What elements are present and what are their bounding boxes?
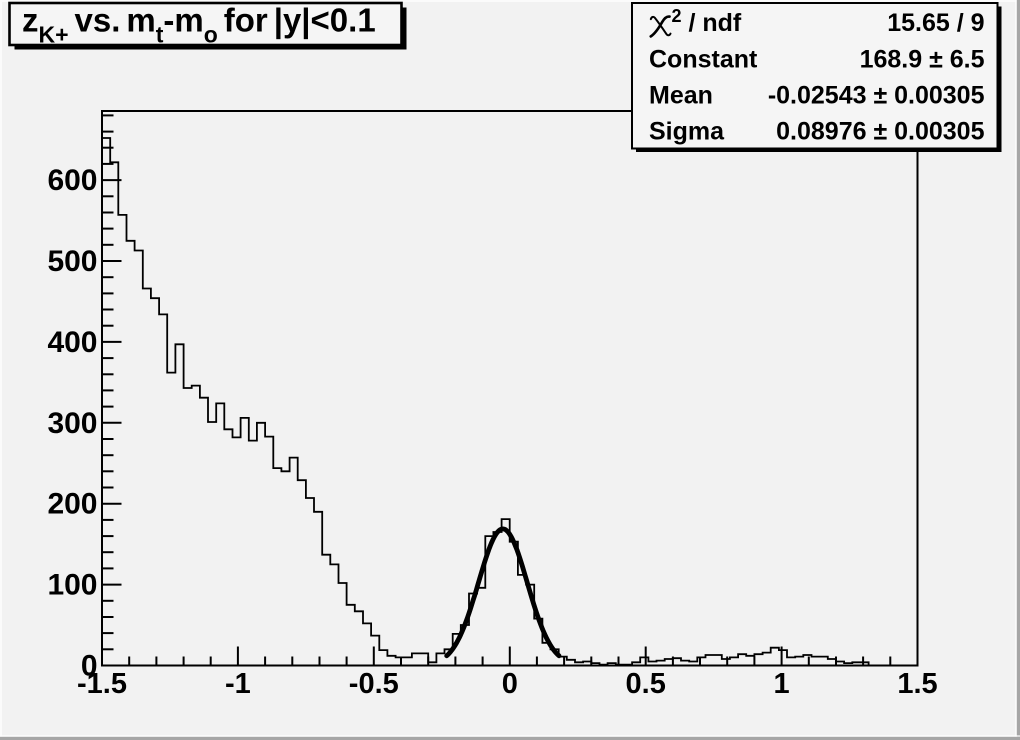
svg-text:100: 100 bbox=[47, 569, 97, 602]
svg-text:600: 600 bbox=[47, 164, 97, 197]
svg-text:1: 1 bbox=[774, 668, 790, 700]
svg-text:Mean: Mean bbox=[649, 82, 713, 110]
svg-text:400: 400 bbox=[47, 326, 97, 359]
svg-text:-1.5: -1.5 bbox=[77, 668, 127, 700]
svg-text:200: 200 bbox=[47, 488, 97, 521]
svg-text:15.65 / 9: 15.65 / 9 bbox=[887, 9, 984, 37]
svg-text:500: 500 bbox=[47, 245, 97, 278]
svg-text:2 / ndf: 2 / ndf bbox=[672, 6, 742, 37]
svg-text:-1: -1 bbox=[225, 668, 251, 700]
svg-text:1.5: 1.5 bbox=[897, 668, 937, 700]
svg-text:300: 300 bbox=[47, 407, 97, 440]
svg-text:0: 0 bbox=[502, 668, 518, 700]
svg-text:168.9 ± 6.5: 168.9 ± 6.5 bbox=[860, 46, 985, 74]
svg-text:Constant: Constant bbox=[649, 46, 758, 74]
svg-text:0: 0 bbox=[81, 650, 98, 683]
svg-text:0.5: 0.5 bbox=[626, 668, 666, 700]
svg-text:Sigma: Sigma bbox=[649, 118, 725, 146]
svg-text:0.08976 ± 0.00305: 0.08976 ± 0.00305 bbox=[776, 118, 984, 146]
svg-text:-0.5: -0.5 bbox=[349, 668, 399, 700]
svg-text:-0.02543 ± 0.00305: -0.02543 ± 0.00305 bbox=[768, 82, 985, 110]
